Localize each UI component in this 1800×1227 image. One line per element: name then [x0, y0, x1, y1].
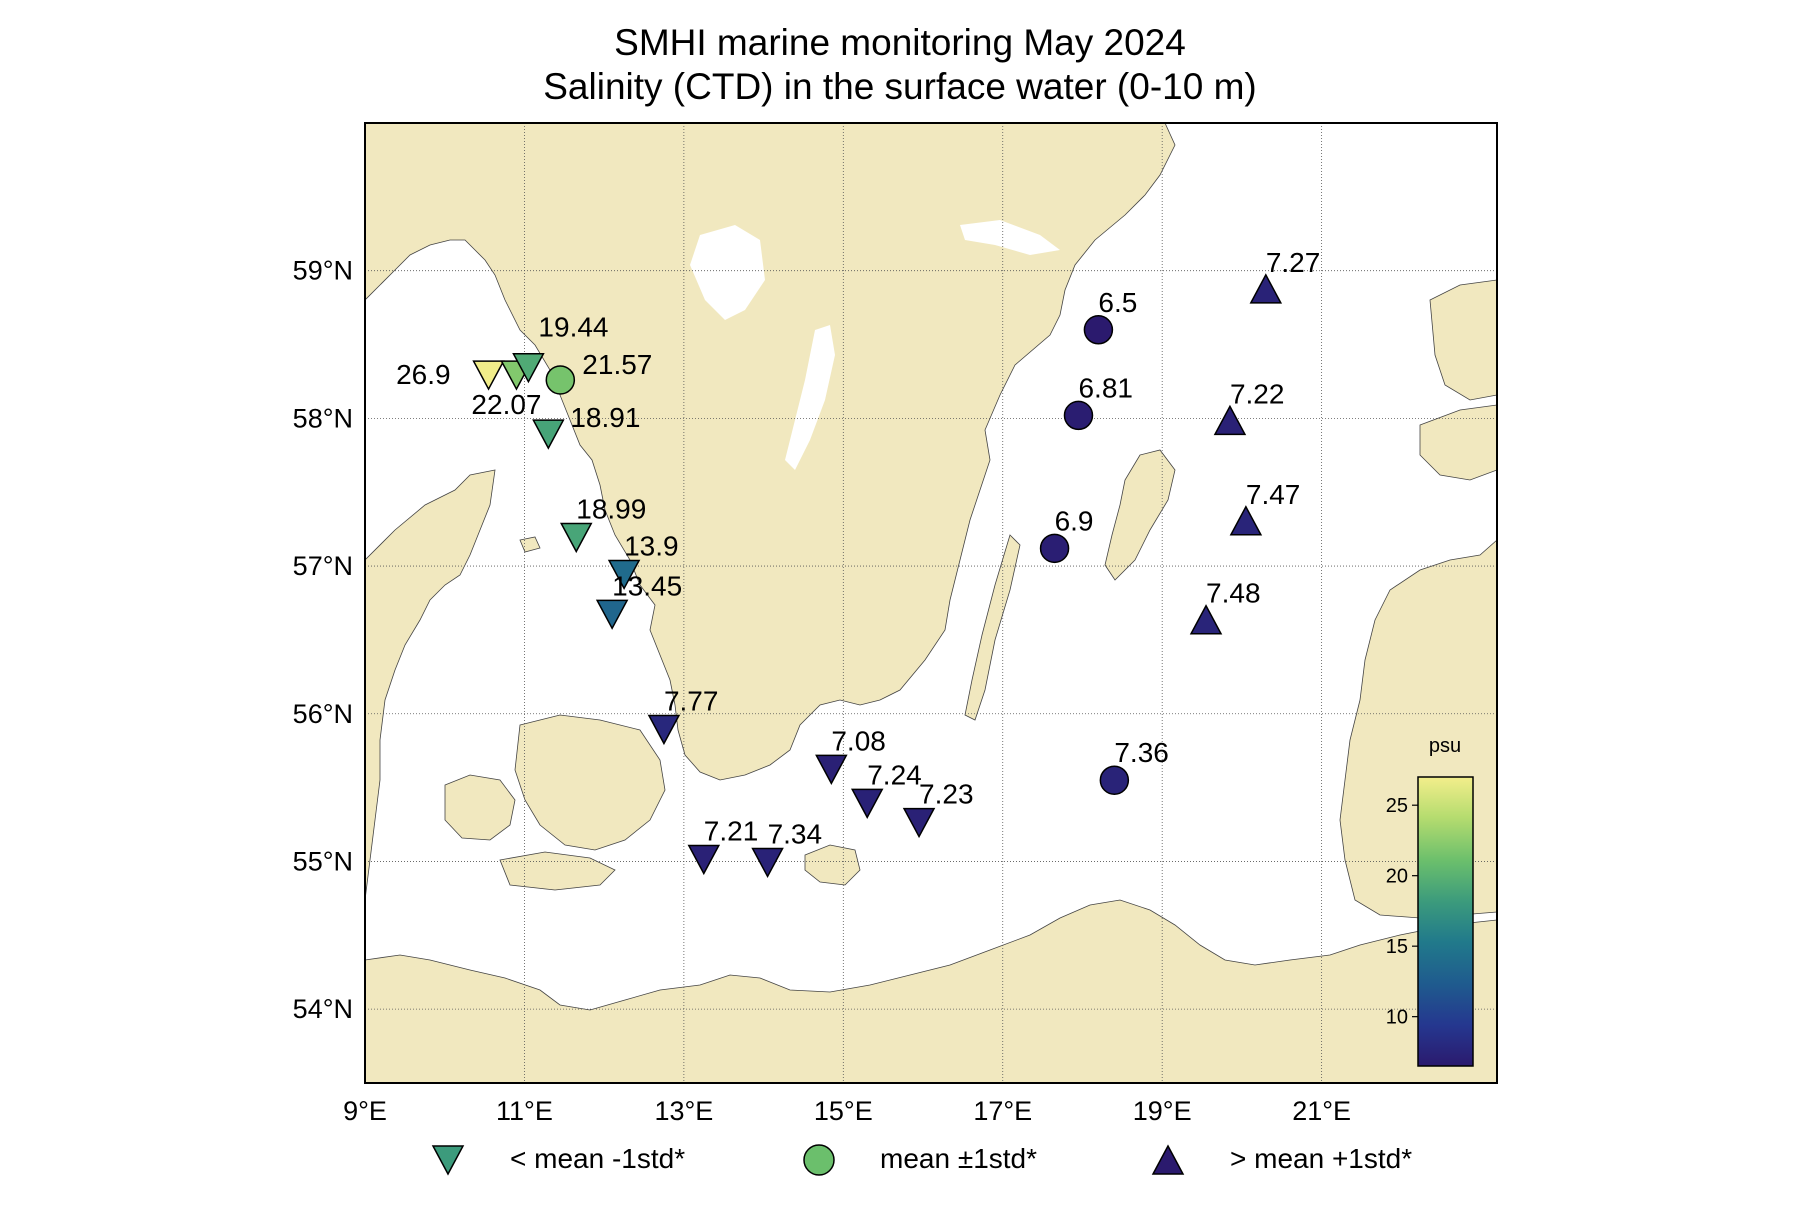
land-layer [365, 123, 1497, 1083]
station-marker-mean [1099, 765, 1130, 795]
lake-malaren [960, 220, 1060, 255]
station-marker-below [751, 847, 784, 879]
land-anholt [519, 536, 541, 553]
legend-circle-icon [803, 1144, 835, 1176]
station-value-label: 21.57 [582, 349, 652, 380]
station-marker-below [687, 844, 721, 876]
colorbar-tick-label: 15 [1386, 936, 1408, 958]
station-marker-above [1229, 505, 1263, 536]
station-value-label: 7.48 [1206, 578, 1261, 609]
station-value-label: 13.45 [612, 570, 682, 601]
land-saaremaa [1419, 404, 1497, 481]
land-scandinavia [365, 123, 1176, 781]
station-marker-below [647, 714, 681, 746]
land-estonia [1429, 279, 1497, 401]
station-marker-below [850, 788, 884, 819]
lat-tick-label: 54°N [293, 994, 353, 1024]
station-marker-below [607, 559, 641, 591]
lat-tick-label: 56°N [293, 699, 353, 729]
land-gotland [1104, 449, 1176, 581]
station-value-label: 7.47 [1246, 479, 1301, 510]
station-value-label: 19.44 [538, 312, 608, 343]
station-marker-mean [1063, 400, 1094, 431]
station-marker-below [532, 419, 565, 450]
map-title: SMHI marine monitoring May 2024 [614, 22, 1186, 63]
station-value-label: 7.77 [664, 686, 719, 717]
colorbar-tick-label: 10 [1386, 1007, 1408, 1029]
colorbar-tick-label: 25 [1386, 795, 1408, 817]
longitude-labels: 9°E 11°E 13°E 15°E 17°E 19°E 21°E [343, 1096, 1351, 1126]
lake-vattern [785, 325, 835, 470]
lon-tick-label: 17°E [973, 1096, 1032, 1126]
colorbar-ticks: 10 15 20 25 [1386, 795, 1418, 1029]
station-markers: 26.9 22.07 19.44 21.57 18.91 18.99 13.9 13.45 7.… [396, 247, 1321, 879]
latitude-labels: 54°N 55°N 56°N 57°N 58°N 59°N [293, 256, 353, 1024]
land-lolland [499, 851, 616, 891]
station-marker-mean [1083, 315, 1114, 345]
station-marker-below [512, 352, 545, 384]
land-jutland [365, 469, 496, 901]
station-marker-above [1249, 273, 1283, 304]
station-value-label: 7.08 [831, 725, 886, 756]
station-marker-below [902, 807, 936, 839]
station-marker-mean [545, 365, 576, 395]
legend-triangle-up-icon [1151, 1144, 1185, 1175]
legend-above-label: > mean +1std* [1230, 1143, 1413, 1174]
map-frame [364, 122, 1498, 1084]
lon-tick-label: 19°E [1133, 1096, 1192, 1126]
station-value-label: 26.9 [396, 359, 451, 390]
land-zealand [514, 714, 666, 851]
lake-vanern [690, 225, 765, 320]
station-value-label: 18.91 [570, 402, 640, 433]
lat-tick-label: 55°N [293, 846, 353, 876]
station-value-label: 7.27 [1266, 247, 1321, 278]
station-marker-below [815, 754, 848, 786]
land-south-coast [365, 899, 1497, 1083]
station-marker-above [1189, 604, 1223, 635]
station-value-label: 13.9 [624, 530, 679, 561]
land-funen [444, 774, 516, 841]
lat-tick-label: 58°N [293, 403, 353, 433]
station-value-label: 7.22 [1230, 378, 1285, 409]
lon-tick-label: 21°E [1292, 1096, 1351, 1126]
lon-tick-label: 11°E [496, 1096, 553, 1126]
legend-mean-label: mean ±1std* [880, 1143, 1038, 1174]
lat-tick-label: 59°N [293, 256, 353, 286]
station-value-label: 18.99 [576, 494, 646, 525]
land-oland [964, 534, 1021, 721]
gridlines [365, 123, 1497, 1083]
station-marker-above [1213, 404, 1247, 436]
legend-triangle-down-icon [431, 1145, 465, 1176]
station-value-label: 7.23 [919, 779, 974, 810]
station-value-label: 7.21 [704, 816, 759, 847]
station-value-label: 6.9 [1055, 505, 1094, 536]
station-value-label: 6.5 [1098, 287, 1137, 318]
station-marker-below [595, 599, 629, 630]
station-value-label: 7.34 [768, 818, 823, 849]
colorbar-label: psu [1429, 735, 1461, 757]
lat-tick-label: 57°N [293, 551, 353, 581]
station-value-label: 22.07 [471, 389, 541, 420]
station-value-label: 6.81 [1078, 372, 1133, 403]
colorbar-tick-label: 20 [1386, 866, 1408, 888]
legend-below-label: < mean -1std* [510, 1143, 686, 1174]
lon-tick-label: 9°E [343, 1096, 387, 1126]
map-subtitle: Salinity (CTD) in the surface water (0-1… [543, 66, 1257, 107]
colorbar [1417, 776, 1474, 1067]
station-marker-mean [1039, 533, 1070, 564]
lon-tick-label: 13°E [654, 1096, 713, 1126]
station-value-label: 7.24 [867, 759, 922, 790]
land-bornholm [804, 844, 861, 886]
station-marker-below [560, 522, 593, 554]
station-marker-below [472, 360, 505, 391]
station-value-label: 7.36 [1114, 737, 1169, 768]
lon-tick-label: 15°E [814, 1096, 873, 1126]
